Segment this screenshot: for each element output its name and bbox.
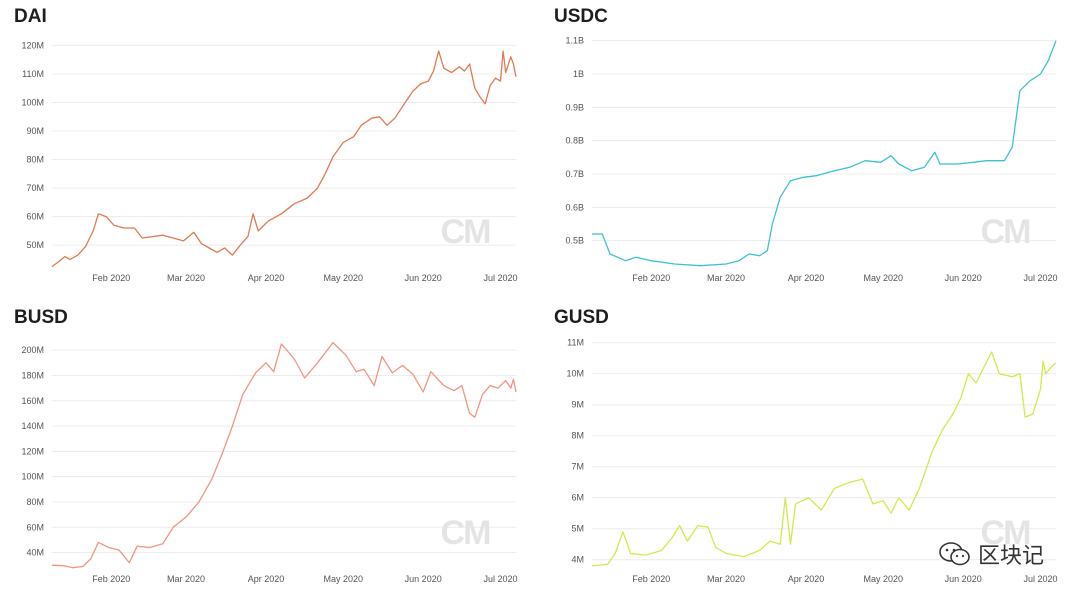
usdc-chart: 0.5B 0.6B 0.7B 0.8B 0.9B 1B 1.1B Feb 2020 Mar 20… bbox=[565, 36, 1058, 283]
series-line bbox=[592, 40, 1057, 267]
x-tick-label: Jul 2020 bbox=[484, 273, 518, 283]
y-tick-label: 100M bbox=[21, 472, 44, 482]
x-tick-label: May 2020 bbox=[324, 574, 364, 584]
x-tick-label: Jul 2020 bbox=[1024, 273, 1058, 283]
gusd-chart: 4M 5M 6M 7M 8M 9M 10M 11M Feb 2020 Mar 2020 Apr 20… bbox=[566, 338, 1058, 584]
chart-title: DAI bbox=[14, 6, 47, 27]
x-tick-label: Mar 2020 bbox=[707, 574, 745, 584]
y-tick-label: 140M bbox=[21, 421, 44, 431]
y-tick-label: 4M bbox=[571, 555, 584, 565]
y-tick-label: 10M bbox=[566, 369, 584, 379]
x-tick-label: Jun 2020 bbox=[945, 574, 982, 584]
y-tick-label: 60M bbox=[26, 212, 44, 222]
y-tick-label: 50M bbox=[26, 240, 44, 250]
y-tick-label: 7M bbox=[571, 462, 584, 472]
x-tick-label: Apr 2020 bbox=[248, 574, 285, 584]
watermark-logo: CM bbox=[441, 514, 491, 552]
x-tick-label: Apr 2020 bbox=[248, 273, 285, 283]
x-tick-label: Jul 2020 bbox=[484, 574, 518, 584]
x-tick-label: Feb 2020 bbox=[632, 574, 670, 584]
y-tick-label: 70M bbox=[26, 183, 44, 193]
y-tick-label: 5M bbox=[571, 524, 584, 534]
x-tick-label: Mar 2020 bbox=[707, 273, 745, 283]
y-tick-label: 0.8B bbox=[565, 136, 584, 146]
y-tick-label: 1B bbox=[573, 69, 584, 79]
x-tick-label: Jul 2020 bbox=[1024, 574, 1058, 584]
watermark-logo: CM bbox=[981, 514, 1031, 552]
y-tick-label: 200M bbox=[21, 345, 44, 355]
usdc-chart-panel: USDC 0.5B 0.6B 0.7B 0.8B 0.9B 1B 1.1B Feb 2020 M… bbox=[540, 0, 1080, 301]
y-tick-label: 9M bbox=[571, 400, 584, 410]
x-tick-label: May 2020 bbox=[864, 574, 904, 584]
y-tick-label: 8M bbox=[571, 431, 584, 441]
y-tick-label: 1.1B bbox=[565, 36, 584, 46]
y-tick-label: 90M bbox=[26, 126, 44, 136]
y-tick-label: 160M bbox=[21, 396, 44, 406]
wechat-icon bbox=[939, 542, 970, 566]
y-tick-label: 6M bbox=[571, 493, 584, 503]
y-tick-label: 11M bbox=[567, 338, 584, 348]
x-tick-label: Feb 2020 bbox=[92, 273, 130, 283]
x-tick-label: Jun 2020 bbox=[405, 574, 442, 584]
y-tick-label: 80M bbox=[26, 155, 44, 165]
watermark-logo: CM bbox=[981, 213, 1031, 251]
chart-title: BUSD bbox=[14, 307, 68, 328]
gusd-chart-panel: GUSD 4M 5M 6M 7M 8M 9M 10M 11M Feb 2020 Mar 2020 A… bbox=[540, 301, 1080, 602]
busd-chart: 40M 60M 80M 100M 120M 140M 160M 180M 200M Feb 202… bbox=[21, 341, 518, 584]
y-tick-label: 60M bbox=[26, 522, 44, 532]
brand-logo: 区块记 bbox=[938, 538, 1044, 570]
watermark-logo: CM bbox=[441, 213, 491, 251]
y-tick-label: 0.5B bbox=[565, 236, 584, 246]
x-tick-label: Jun 2020 bbox=[945, 273, 982, 283]
series-line bbox=[51, 50, 517, 268]
x-tick-label: Jun 2020 bbox=[405, 273, 442, 283]
dai-chart: 50M 60M 70M 80M 90M 100M 110M 120M Feb 2020 Mar 2… bbox=[21, 40, 518, 283]
y-tick-label: 0.7B bbox=[565, 169, 584, 179]
x-tick-label: Mar 2020 bbox=[167, 574, 205, 584]
y-tick-label: 100M bbox=[21, 97, 44, 107]
chart-title: USDC bbox=[554, 6, 608, 27]
y-tick-label: 110M bbox=[22, 69, 44, 79]
x-tick-label: Mar 2020 bbox=[167, 273, 205, 283]
y-tick-label: 0.6B bbox=[565, 202, 584, 212]
brand-text: 区块记 bbox=[977, 544, 1044, 569]
series-line bbox=[51, 341, 517, 569]
x-tick-label: Apr 2020 bbox=[788, 273, 825, 283]
y-tick-label: 120M bbox=[21, 40, 44, 50]
x-tick-label: Apr 2020 bbox=[788, 574, 825, 584]
x-tick-label: Feb 2020 bbox=[632, 273, 670, 283]
series-line bbox=[591, 351, 1057, 567]
busd-chart-panel: BUSD 40M 60M 80M 100M 120M 140M 160M 180M 200M Fe… bbox=[0, 301, 540, 602]
y-tick-label: 40M bbox=[26, 548, 44, 558]
x-tick-label: May 2020 bbox=[324, 273, 364, 283]
x-tick-label: Feb 2020 bbox=[92, 574, 130, 584]
y-tick-label: 80M bbox=[26, 497, 44, 507]
chart-title: GUSD bbox=[554, 307, 609, 328]
dai-chart-panel: DAI 50M 60M 70M 80M 90M 100M 110M 120M Feb 2020 M… bbox=[0, 0, 540, 301]
x-tick-label: May 2020 bbox=[864, 273, 904, 283]
y-tick-label: 0.9B bbox=[565, 102, 584, 112]
y-tick-label: 180M bbox=[21, 370, 44, 380]
y-tick-label: 120M bbox=[21, 446, 44, 456]
